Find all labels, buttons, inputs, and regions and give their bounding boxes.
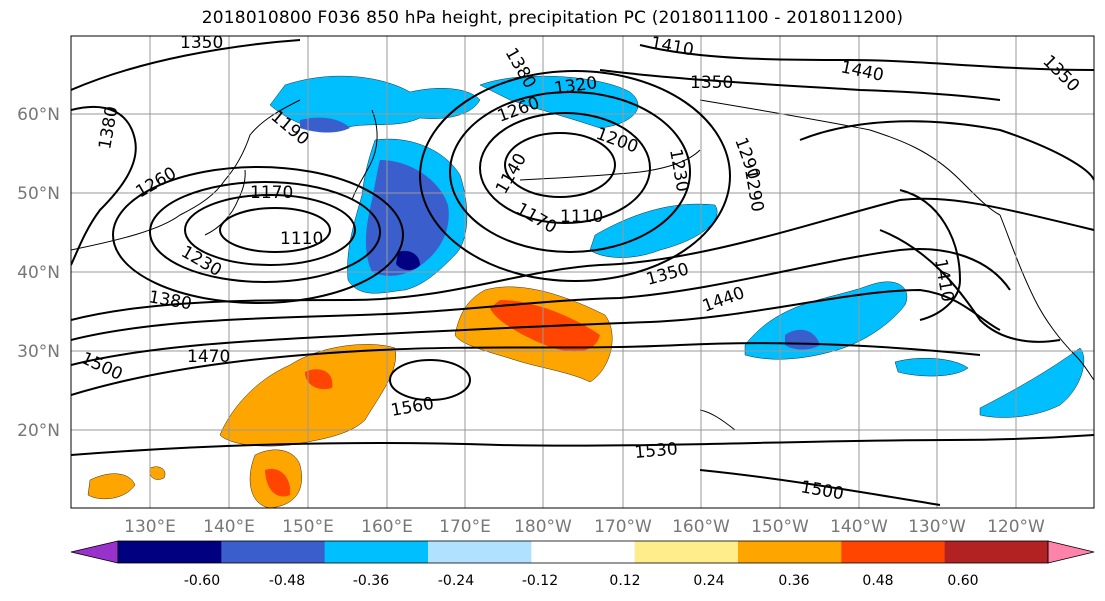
contour-line <box>799 120 1094 181</box>
height-contour-layer <box>71 39 1094 506</box>
lon-label: 180°W <box>514 517 572 537</box>
contour-low-bering <box>504 132 616 198</box>
precip-region-neg-north-core <box>300 117 350 133</box>
contour-high-1560 <box>389 359 471 401</box>
coastline-alaska <box>699 99 1001 216</box>
lat-label: 60°N <box>17 105 60 125</box>
coastline-asia <box>71 99 301 251</box>
coastline-aleutians <box>519 149 701 181</box>
lat-label: 40°N <box>17 263 60 283</box>
colorbar-tick-label: 0.60 <box>947 573 978 589</box>
coastline-hawaii <box>699 409 736 431</box>
contour-low-west <box>219 207 331 253</box>
lon-label: 150°W <box>751 517 809 537</box>
lon-label: 160°E <box>361 517 413 537</box>
colorbar-tick-label: 0.48 <box>862 573 893 589</box>
lat-label: 20°N <box>17 421 60 441</box>
colorbar-swatch <box>738 541 842 563</box>
lon-label: 130°E <box>124 517 176 537</box>
precip-region-pos-small <box>149 466 166 480</box>
contour-line <box>71 248 1011 341</box>
contour-line <box>639 44 1094 71</box>
contour-line <box>599 69 1001 101</box>
lon-label: 150°E <box>282 517 334 537</box>
colorbar-tick-label: -0.24 <box>438 573 474 589</box>
precip-region-pos-south-core <box>265 468 291 497</box>
colorbar-arrow-high <box>1047 540 1095 564</box>
lat-label: 30°N <box>17 342 60 362</box>
colorbar-swatch <box>428 541 532 563</box>
colorbar-tick-label: -0.12 <box>522 573 558 589</box>
map-frame <box>70 35 1095 509</box>
colorbar-tick-label: 0.24 <box>693 573 724 589</box>
colorbar-tick-label: 0.12 <box>609 573 640 589</box>
lon-label: 130°W <box>908 517 966 537</box>
colorbar-swatch <box>634 541 739 563</box>
contour-label: 1170 <box>250 183 293 203</box>
lon-label: 160°W <box>672 517 730 537</box>
precip-region-pos-west-core <box>305 369 333 390</box>
colorbar-tick-label: -0.48 <box>269 573 305 589</box>
contour-label: 1110 <box>560 207 603 227</box>
precip-region-neg-baja <box>979 347 1085 418</box>
contour-label: 1110 <box>280 229 323 249</box>
chart-title: 2018010800 F036 850 hPa height, precipit… <box>201 8 904 28</box>
colorbar-tick-label: -0.36 <box>353 573 389 589</box>
contour-line <box>699 469 941 506</box>
contour-low-bering <box>449 91 691 253</box>
coastline-layer <box>71 99 1094 431</box>
colorbar-tick-label: 0.36 <box>778 573 809 589</box>
lon-label: 120°W <box>987 517 1045 537</box>
contour-low-bering <box>419 70 731 282</box>
precip-region-pos-sw <box>87 473 136 500</box>
colorbar-arrow-low <box>70 540 119 564</box>
contour-line <box>71 105 137 266</box>
precip-region-neg-hawaii-east <box>894 358 969 377</box>
contour-low-west <box>112 166 404 304</box>
colorbar-swatch <box>531 541 636 563</box>
contour-line <box>71 39 301 91</box>
contour-low-west <box>184 194 356 266</box>
contour-line <box>71 342 981 396</box>
lat-axis-labels: 60°N 50°N 40°N 30°N 20°N <box>17 105 60 441</box>
contour-line <box>71 434 1094 456</box>
contour-label: 1530 <box>634 439 679 463</box>
coastline-japan <box>204 169 246 236</box>
contour-low-bering <box>479 112 651 224</box>
lon-axis-labels: 130°E 140°E 150°E 160°E 170°E 180°W 170°… <box>124 517 1045 537</box>
coastline-na-west <box>999 214 1094 381</box>
colorbar-frame <box>117 540 1049 564</box>
colorbar-swatch <box>841 541 946 563</box>
contour-line <box>71 197 1094 321</box>
lon-label: 170°E <box>439 517 491 537</box>
lon-label: 140°W <box>830 517 888 537</box>
colorbar-swatch <box>944 541 1049 563</box>
precip-region-neg-kurils-core <box>396 250 420 271</box>
lat-label: 50°N <box>17 184 60 204</box>
colorbar-tick-label: -0.60 <box>184 573 220 589</box>
contour-line <box>879 229 1061 343</box>
colorbar-tick-labels: -0.60 -0.48 -0.36 -0.24 -0.12 0.12 0.24 … <box>184 573 979 589</box>
colorbar-swatches <box>70 540 1095 564</box>
lon-label: 170°W <box>594 517 652 537</box>
contour-low-west <box>149 181 381 283</box>
coastline-kamchatka <box>351 109 378 201</box>
contour-line <box>899 189 962 321</box>
contour-label: 1350 <box>180 33 223 53</box>
colorbar-swatch <box>118 541 222 563</box>
contour-line <box>71 288 1001 366</box>
lon-label: 140°E <box>203 517 255 537</box>
contour-label: 1470 <box>187 347 230 367</box>
contour-label: 1350 <box>690 73 733 93</box>
colorbar-swatch <box>324 541 429 563</box>
colorbar-swatch <box>221 541 326 563</box>
